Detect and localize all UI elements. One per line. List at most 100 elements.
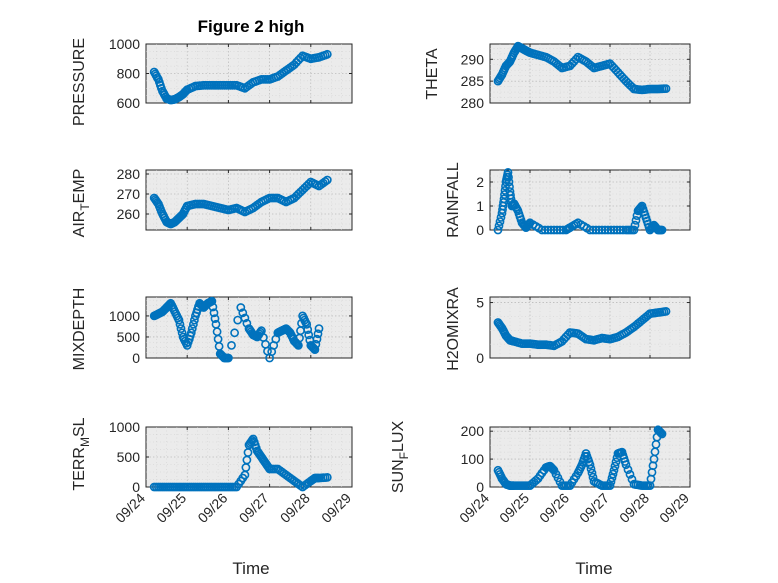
data-point bbox=[661, 84, 671, 93]
data-point bbox=[623, 465, 633, 474]
xlabel-time-right: Time bbox=[575, 559, 612, 578]
data-point bbox=[311, 339, 321, 349]
data-point bbox=[609, 465, 619, 475]
data-point bbox=[609, 225, 619, 235]
data-point bbox=[496, 212, 506, 222]
data-point bbox=[591, 225, 601, 235]
data-point bbox=[610, 461, 620, 471]
data-point bbox=[494, 221, 504, 231]
marker-series bbox=[149, 434, 332, 492]
data-point bbox=[186, 328, 196, 338]
data-point bbox=[238, 308, 248, 318]
y-tick-label: 270 bbox=[117, 186, 141, 202]
data-point bbox=[655, 427, 665, 437]
y-tick-label: 2 bbox=[476, 174, 484, 190]
xlabel-time-left: Time bbox=[232, 559, 269, 578]
x-tick-label: 09/29 bbox=[318, 490, 354, 526]
data-point bbox=[523, 220, 533, 230]
y-tick-label: 0 bbox=[476, 222, 484, 238]
data-point bbox=[594, 225, 604, 235]
data-point bbox=[207, 296, 217, 306]
data-point bbox=[630, 220, 640, 230]
data-point bbox=[322, 49, 332, 59]
data-point bbox=[227, 340, 236, 350]
data-point bbox=[322, 175, 332, 185]
x-tick-label: 09/29 bbox=[656, 490, 692, 526]
marker-series bbox=[149, 175, 332, 229]
x-tick-label: 09/26 bbox=[536, 490, 572, 526]
ylabel-h2omixra: H2OMIXRA bbox=[445, 287, 462, 371]
data-point bbox=[607, 473, 617, 483]
marker-series bbox=[493, 306, 671, 351]
y-tick-label: 290 bbox=[461, 51, 485, 67]
data-point bbox=[585, 460, 595, 470]
subplot-pressure: 600 800 1000 PRESSURE bbox=[71, 36, 353, 126]
data-point bbox=[606, 225, 616, 235]
marker-series bbox=[493, 167, 667, 235]
y-tick-label: 280 bbox=[117, 166, 141, 182]
data-point bbox=[603, 225, 613, 235]
figure-title: Figure 2 high bbox=[198, 17, 305, 36]
data-point bbox=[503, 167, 513, 177]
data-point bbox=[309, 344, 319, 353]
plot-area: 0 500 1000 09/24 09/25 09/26 09/27 09/28 09/29 bbox=[109, 419, 354, 526]
subplot-theta: 280 285 290 THETA bbox=[424, 41, 691, 111]
ylabel-terr-msl: TERRMSL bbox=[71, 417, 92, 490]
data-point bbox=[236, 303, 246, 312]
y-tick-label: 0 bbox=[132, 479, 140, 495]
data-point bbox=[629, 225, 639, 235]
data-point bbox=[543, 225, 553, 235]
data-point bbox=[588, 225, 598, 235]
data-point bbox=[304, 330, 314, 340]
marker-series bbox=[493, 41, 671, 95]
data-point bbox=[657, 225, 667, 235]
data-point bbox=[586, 464, 596, 474]
data-point bbox=[495, 217, 505, 226]
data-point bbox=[296, 53, 305, 63]
y-tick-label: 1000 bbox=[109, 36, 140, 52]
subplot-rainfall: 0 1 2 RAINFALL bbox=[445, 162, 691, 238]
y-tick-label: 500 bbox=[117, 329, 141, 345]
data-point bbox=[656, 428, 666, 438]
y-tick-label: 1000 bbox=[109, 308, 140, 324]
data-point bbox=[549, 225, 559, 235]
subplot-terr-msl: 0 500 1000 09/24 09/25 09/26 09/27 09/28 09/29 T… bbox=[71, 417, 354, 578]
y-tick-label: 0 bbox=[476, 479, 484, 495]
data-point bbox=[313, 329, 323, 339]
plot-area: 0 500 1000 bbox=[109, 296, 353, 366]
data-point bbox=[540, 225, 550, 235]
data-point bbox=[537, 225, 547, 235]
x-tick-label: 09/28 bbox=[277, 490, 313, 526]
data-point bbox=[606, 477, 616, 487]
y-tick-label: 1000 bbox=[109, 419, 140, 435]
y-tick-label: 100 bbox=[461, 451, 485, 467]
data-point bbox=[621, 460, 631, 470]
data-point bbox=[209, 308, 219, 318]
data-point bbox=[493, 225, 503, 235]
y-tick-label: 1 bbox=[476, 198, 484, 214]
data-point bbox=[552, 225, 562, 235]
data-point bbox=[571, 54, 581, 64]
x-tick-label: 09/25 bbox=[496, 490, 532, 526]
subplot-h2omixra: 05 H2OMIXRA bbox=[445, 287, 691, 371]
data-point bbox=[188, 319, 198, 329]
plot-area: 0 1 2 bbox=[476, 167, 691, 238]
data-point bbox=[242, 318, 252, 328]
y-tick-label: 200 bbox=[461, 423, 485, 439]
marker-series bbox=[493, 425, 667, 490]
ylabel-rainfall: RAINFALL bbox=[445, 162, 462, 238]
data-point bbox=[187, 324, 197, 333]
data-point bbox=[600, 225, 610, 235]
y-tick-label: 280 bbox=[461, 95, 485, 111]
marker-series bbox=[149, 49, 332, 105]
data-point bbox=[587, 468, 597, 478]
data-point bbox=[504, 177, 514, 187]
ylabel-mixdepth: MIXDEPTH bbox=[71, 288, 88, 371]
subplot-sun-flux: 0 100 200 09/24 09/25 09/26 09/27 09/28 09/29 SU… bbox=[390, 421, 692, 578]
plot-area: 280 285 290 bbox=[461, 41, 691, 111]
y-tick-label: 0 bbox=[476, 350, 484, 366]
data-point bbox=[223, 353, 233, 363]
plot-area: 05 bbox=[476, 295, 691, 366]
data-point bbox=[304, 179, 314, 189]
